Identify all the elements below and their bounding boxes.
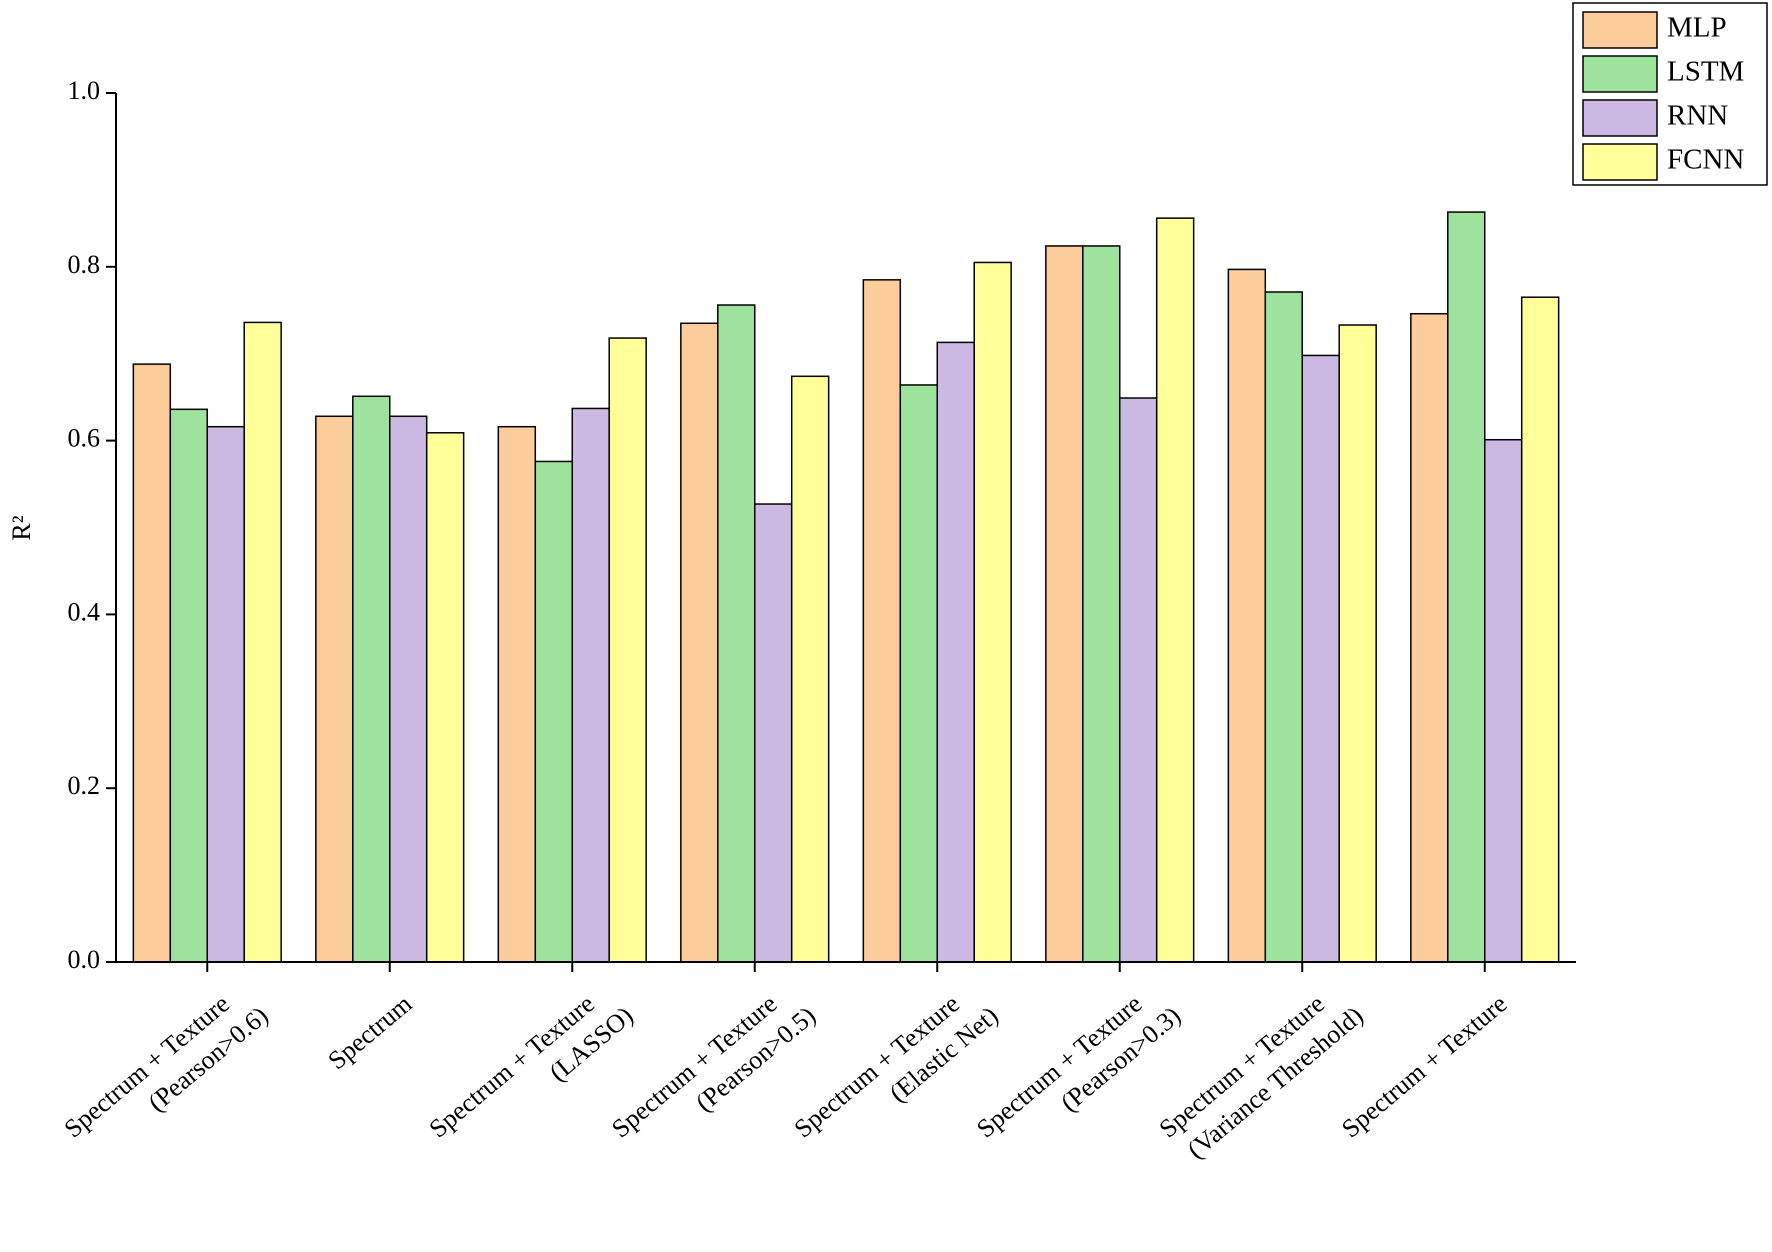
bar bbox=[352, 395, 391, 963]
bar bbox=[1410, 312, 1449, 963]
legend-swatch bbox=[1582, 11, 1658, 49]
y-axis-label: R² bbox=[7, 515, 36, 540]
y-tick-label: 0.6 bbox=[68, 424, 101, 453]
bar bbox=[1447, 211, 1486, 963]
y-tick-label: 0.8 bbox=[68, 250, 101, 279]
bar bbox=[1119, 397, 1158, 963]
y-tick-label: 1.0 bbox=[68, 76, 101, 105]
bar bbox=[1082, 245, 1121, 963]
bar bbox=[936, 341, 975, 963]
legend-label: LSTM bbox=[1667, 56, 1744, 88]
bar bbox=[754, 503, 793, 963]
bar bbox=[1045, 245, 1084, 963]
bar bbox=[973, 261, 1012, 963]
bar bbox=[1338, 324, 1377, 963]
bar bbox=[169, 408, 208, 963]
legend-swatch bbox=[1582, 99, 1658, 137]
bar bbox=[608, 337, 647, 963]
legend-swatch bbox=[1582, 143, 1658, 181]
bar bbox=[132, 363, 172, 963]
bar bbox=[534, 460, 574, 963]
bar bbox=[425, 432, 465, 963]
bar bbox=[680, 322, 719, 963]
bar bbox=[1227, 268, 1267, 963]
bar bbox=[862, 279, 902, 963]
x-tick-label: Spectrum bbox=[322, 989, 417, 1075]
bar bbox=[717, 304, 756, 963]
bar bbox=[1301, 354, 1340, 963]
legend-label: MLP bbox=[1667, 12, 1727, 44]
bar bbox=[571, 407, 610, 963]
bar bbox=[243, 321, 282, 963]
bar bbox=[389, 415, 428, 963]
y-tick-label: 0.2 bbox=[68, 771, 101, 800]
x-tick-label: Spectrum + Texture bbox=[1336, 989, 1512, 1144]
bar bbox=[1155, 217, 1195, 963]
bar bbox=[315, 415, 354, 963]
bar bbox=[1264, 291, 1303, 963]
legend-swatch bbox=[1582, 55, 1658, 93]
bar bbox=[1484, 438, 1523, 963]
bar bbox=[206, 425, 245, 963]
bar bbox=[790, 375, 830, 963]
legend-label: FCNN bbox=[1667, 144, 1744, 176]
bar bbox=[497, 425, 537, 963]
bar bbox=[899, 384, 939, 963]
legend-label: RNN bbox=[1667, 100, 1728, 132]
bar bbox=[1520, 296, 1560, 963]
y-tick-label: 0.4 bbox=[68, 597, 101, 626]
y-tick-label: 0.0 bbox=[68, 945, 101, 974]
